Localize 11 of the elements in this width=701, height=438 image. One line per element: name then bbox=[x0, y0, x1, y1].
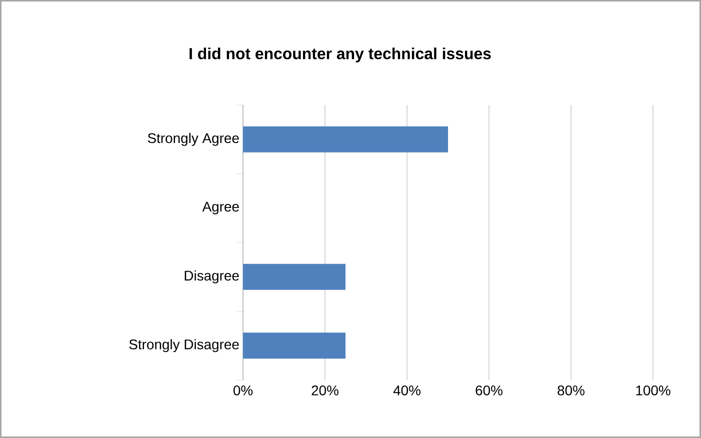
x-tick-label: 40% bbox=[393, 385, 420, 396]
x-tick-label: 80% bbox=[558, 385, 584, 396]
x-tick-label: 0% bbox=[233, 385, 253, 396]
x-tick-label: 100% bbox=[636, 385, 670, 396]
x-tick-label: 20% bbox=[312, 385, 338, 396]
y-tick-label: Disagree bbox=[184, 270, 239, 284]
chart-title: I did not encounter any technical issues bbox=[190, 48, 491, 62]
y-tick-label: Agree bbox=[202, 202, 239, 214]
y-tick-label: Strongly Disagree bbox=[129, 339, 239, 352]
x-tick-label: 60% bbox=[476, 385, 502, 396]
y-tick-label: Strongly Agree bbox=[148, 132, 239, 146]
